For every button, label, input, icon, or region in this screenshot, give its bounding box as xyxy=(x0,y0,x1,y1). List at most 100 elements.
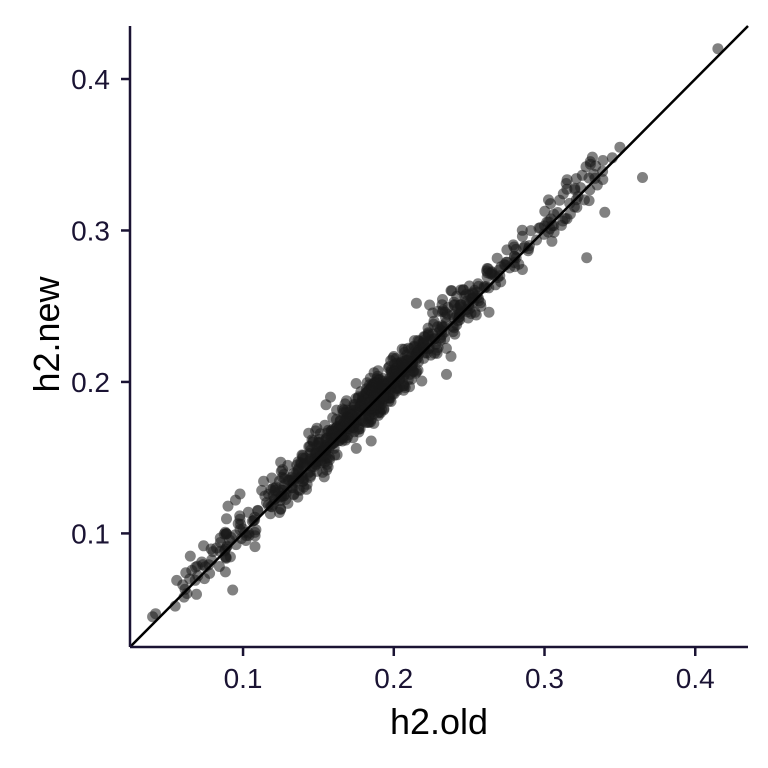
data-point xyxy=(150,608,162,620)
data-point xyxy=(299,452,311,464)
data-point xyxy=(377,384,389,396)
data-point xyxy=(581,252,593,264)
data-point xyxy=(570,173,582,185)
data-point xyxy=(286,474,298,486)
data-point xyxy=(336,403,348,415)
data-point xyxy=(637,172,648,183)
data-point xyxy=(428,315,440,327)
data-point xyxy=(234,488,246,500)
x-axis-title: h2.old xyxy=(390,701,488,742)
data-point xyxy=(411,366,423,378)
data-point xyxy=(275,465,287,477)
data-point xyxy=(408,335,420,347)
data-point xyxy=(516,224,528,236)
y-axis-ticks: 0.1 0.2 0.3 0.4 xyxy=(71,64,130,549)
data-point xyxy=(282,497,294,509)
identity-reference-line xyxy=(129,25,749,648)
x-tick-label: 0.4 xyxy=(676,663,715,694)
data-point xyxy=(234,510,246,522)
data-point xyxy=(258,475,270,487)
data-point xyxy=(291,459,303,471)
data-point xyxy=(365,435,377,447)
data-point xyxy=(298,475,309,487)
data-point xyxy=(441,368,452,380)
data-point xyxy=(213,561,225,572)
x-axis-ticks: 0.1 0.2 0.3 0.4 xyxy=(224,647,715,694)
data-point xyxy=(350,378,362,389)
data-point xyxy=(221,513,232,525)
data-point xyxy=(249,541,261,553)
data-point xyxy=(546,235,558,247)
data-point xyxy=(249,530,261,542)
data-point xyxy=(353,426,365,438)
data-point xyxy=(448,296,460,308)
data-point xyxy=(410,297,422,309)
data-point xyxy=(523,243,535,255)
data-point xyxy=(350,442,362,454)
data-point xyxy=(510,243,522,255)
data-point xyxy=(323,451,335,463)
data-point xyxy=(446,285,458,297)
data-point xyxy=(196,556,208,568)
data-point xyxy=(249,514,261,526)
data-point xyxy=(273,507,285,518)
data-point xyxy=(398,384,410,396)
data-point xyxy=(419,331,431,343)
data-point xyxy=(599,206,611,218)
points-layer xyxy=(147,43,724,623)
data-point xyxy=(434,332,446,344)
data-point xyxy=(345,409,357,421)
data-point xyxy=(318,471,330,483)
data-point xyxy=(222,500,234,512)
y-axis-title: h2.new xyxy=(26,275,67,392)
data-point xyxy=(416,375,428,387)
data-point xyxy=(348,398,360,410)
data-point xyxy=(491,252,503,264)
x-tick-label: 0.3 xyxy=(525,663,564,694)
y-tick-label: 0.4 xyxy=(71,64,110,95)
data-point xyxy=(184,550,196,562)
data-point xyxy=(227,584,239,596)
data-point xyxy=(447,320,459,332)
data-point xyxy=(483,306,495,318)
data-point xyxy=(614,141,626,153)
data-point xyxy=(310,425,322,437)
data-point xyxy=(545,198,556,210)
x-tick-label: 0.1 xyxy=(224,663,263,694)
data-point xyxy=(396,343,408,355)
data-point xyxy=(441,308,453,320)
data-point xyxy=(325,391,336,403)
data-point xyxy=(363,409,375,421)
data-point xyxy=(388,366,400,378)
data-point xyxy=(336,435,348,447)
data-point xyxy=(321,427,333,439)
y-tick-label: 0.1 xyxy=(71,518,110,549)
data-point xyxy=(242,506,254,518)
data-point xyxy=(557,188,569,200)
data-point xyxy=(427,307,439,319)
y-tick-label: 0.2 xyxy=(71,367,110,398)
data-point xyxy=(184,573,196,585)
data-point xyxy=(301,483,312,495)
data-point xyxy=(395,358,407,370)
data-point xyxy=(330,414,342,425)
data-point xyxy=(467,287,479,299)
data-point xyxy=(198,540,210,552)
data-point xyxy=(561,174,573,186)
data-point xyxy=(482,263,494,275)
data-point xyxy=(712,43,724,55)
data-point xyxy=(539,205,551,217)
data-point xyxy=(378,403,390,415)
data-point xyxy=(179,583,191,595)
data-point xyxy=(314,437,326,449)
x-tick-label: 0.2 xyxy=(374,663,413,694)
data-point xyxy=(262,499,274,511)
data-point xyxy=(561,213,573,225)
data-point xyxy=(583,195,595,207)
y-tick-label: 0.3 xyxy=(71,215,110,246)
data-point xyxy=(445,350,457,362)
data-point xyxy=(191,588,202,600)
data-point xyxy=(214,532,226,544)
data-point xyxy=(264,508,276,520)
